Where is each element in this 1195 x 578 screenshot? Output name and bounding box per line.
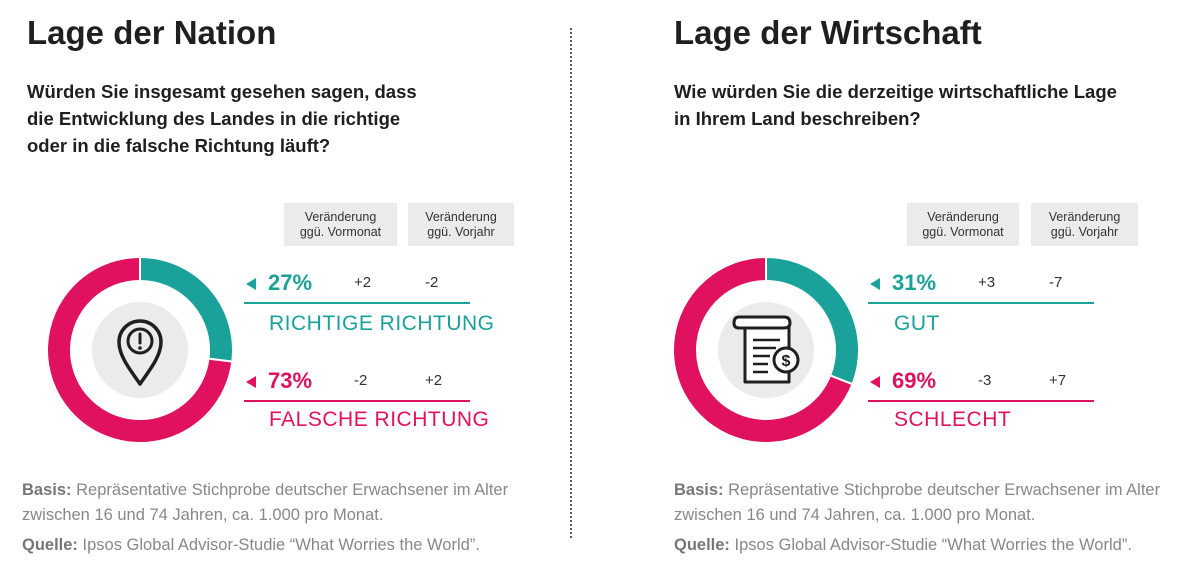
wirtschaft-question: Wie würden Sie die derzeitige wirtschaft… (674, 81, 1117, 129)
basis-label: Basis: (674, 481, 724, 499)
divider-line (868, 302, 1094, 304)
triangle-left-icon (870, 376, 880, 388)
col-head-vormonat: Veränderung ggü. Vormonat (907, 203, 1019, 246)
svg-text:$: $ (782, 353, 791, 370)
chg-year-gut: -7 (1049, 274, 1063, 291)
nation-question: Würden Sie insgesamt gesehen sagen, dass… (27, 81, 417, 156)
chg-month-richtige: +2 (354, 274, 372, 291)
source-note: Quelle: Ipsos Global Advisor-Studie “Wha… (674, 536, 1132, 555)
basis-note: Basis: Repräsentative Stichprobe deutsch… (22, 478, 512, 528)
divider-line (244, 400, 470, 402)
donut-slice-falsche-richtung (46, 256, 234, 444)
pct-falsche: 73% (268, 368, 313, 393)
nation-panel: Lage der Nation Würden Sie insgesamt ges… (0, 0, 560, 578)
pct-schlecht: 69% (892, 368, 937, 393)
cat-falsche: FALSCHE RICHTUNG (269, 408, 490, 431)
col-head-vorjahr: Veränderung ggü. Vorjahr (1031, 203, 1138, 246)
basis-label: Basis: (22, 481, 72, 499)
basis-text: Repräsentative Stichprobe deutscher Erwa… (22, 481, 509, 524)
chg-month-gut: +3 (978, 274, 996, 291)
quelle-text: Ipsos Global Advisor-Studie “What Worrie… (734, 536, 1132, 554)
row-gut: 31% +3 -7 (868, 268, 1094, 308)
pct-gut: 31% (892, 270, 937, 295)
cat-schlecht: SCHLECHT (894, 408, 1012, 431)
wirtschaft-panel: Lage der Wirtschaft Wie würden Sie die d… (650, 0, 1195, 578)
basis-note: Basis: Repräsentative Stichprobe deutsch… (674, 478, 1164, 528)
col-head-vorjahr: Veränderung ggü. Vorjahr (408, 203, 514, 246)
wirtschaft-title: Lage der Wirtschaft (674, 14, 982, 51)
pct-richtige: 27% (268, 270, 313, 295)
divider-line (868, 400, 1094, 402)
row-falsche: 73% -2 +2 (244, 366, 470, 406)
source-note: Quelle: Ipsos Global Advisor-Studie “Wha… (22, 536, 480, 555)
invoice-dollar-icon: $ (718, 302, 814, 398)
quelle-label: Quelle: (22, 536, 78, 554)
nation-donut-chart (46, 256, 234, 444)
chg-year-schlecht: +7 (1049, 372, 1067, 389)
chg-month-schlecht: -3 (978, 372, 992, 389)
quelle-label: Quelle: (674, 536, 730, 554)
row-schlecht: 69% -3 +7 (868, 366, 1094, 406)
divider-line (244, 302, 470, 304)
row-richtige: 27% +2 -2 (244, 268, 470, 308)
triangle-left-icon (246, 376, 256, 388)
wirtschaft-donut-chart (672, 256, 860, 444)
triangle-left-icon (870, 278, 880, 290)
nation-title: Lage der Nation (27, 14, 277, 51)
chg-year-richtige: -2 (425, 274, 439, 291)
chg-month-falsche: -2 (354, 372, 368, 389)
col-head-vormonat: Veränderung ggü. Vormonat (284, 203, 397, 246)
chg-year-falsche: +2 (425, 372, 443, 389)
location-alert-icon (92, 302, 188, 398)
quelle-text: Ipsos Global Advisor-Studie “What Worrie… (82, 536, 480, 554)
cat-gut: GUT (894, 312, 940, 335)
triangle-left-icon (246, 278, 256, 290)
cat-richtige: RICHTIGE RICHTUNG (269, 312, 495, 335)
basis-text: Repräsentative Stichprobe deutscher Erwa… (674, 481, 1161, 524)
panel-divider (570, 28, 572, 538)
donut-slice-schlecht (672, 256, 854, 444)
